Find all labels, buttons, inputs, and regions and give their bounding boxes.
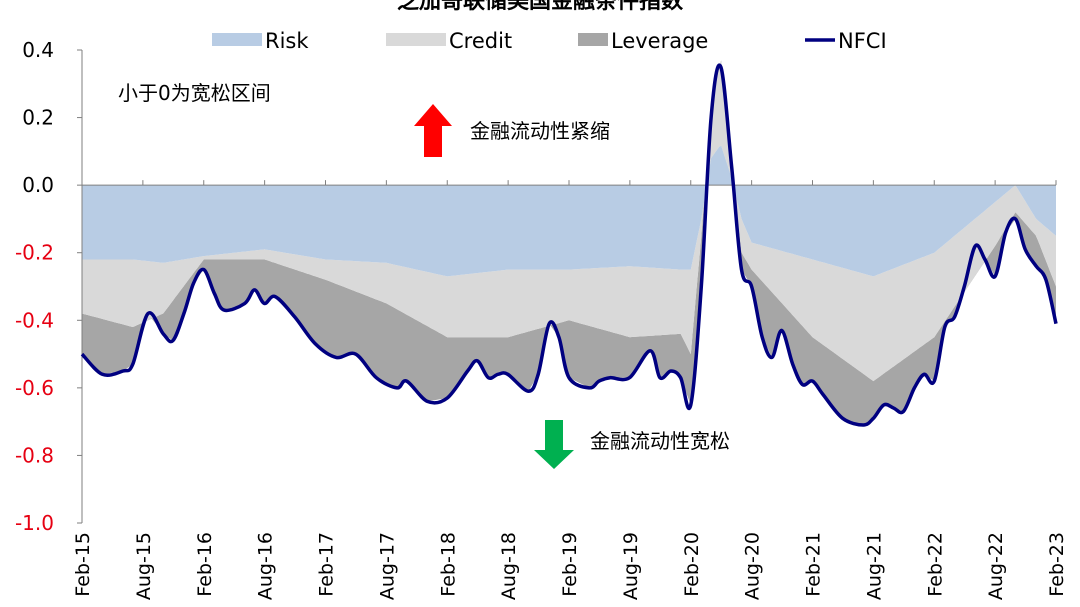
legend-swatch — [386, 33, 446, 46]
tightening-arrow-icon — [414, 104, 452, 157]
leverage-area — [82, 60, 1056, 425]
legend-item-leverage: Leverage — [578, 29, 708, 53]
x-tick-label: Aug-22 — [985, 532, 1007, 600]
legend: Risk Credit Leverage NFCI — [212, 29, 887, 53]
tightening-label: 金融流动性紧缩 — [470, 119, 610, 143]
legend-label: NFCI — [838, 29, 887, 53]
x-tick-label: Feb-22 — [924, 532, 946, 597]
x-tick-label: Feb-15 — [72, 532, 94, 597]
nfci-line — [80, 63, 1058, 427]
legend-label: Credit — [449, 29, 512, 53]
x-tick-label: Feb-19 — [559, 532, 581, 597]
x-tick-label: Aug-15 — [133, 532, 155, 600]
x-tick-label: Feb-18 — [437, 532, 459, 597]
y-tick-label: -0.2 — [15, 241, 54, 265]
x-tick-label: Aug-18 — [498, 532, 520, 600]
area-layers — [82, 60, 1056, 425]
axes: 0.4 0.2 0.0 -0.2 -0.4 -0.6 -0.8 -1.0 Feb-15 Aug-1… — [15, 38, 1068, 600]
y-tick-label: -0.6 — [15, 376, 54, 400]
legend-item-nfci: NFCI — [805, 29, 887, 53]
x-tick-label: Aug-20 — [742, 532, 764, 600]
y-tick-label: -1.0 — [15, 511, 54, 535]
chart-title: 芝加哥联储美国金融条件指数 — [397, 0, 684, 14]
loose-zone-note: 小于0为宽松区间 — [118, 81, 271, 105]
y-tick-label: -0.8 — [15, 443, 54, 467]
x-tick-label: Feb-23 — [1046, 532, 1068, 597]
easing-label: 金融流动性宽松 — [590, 429, 730, 453]
x-tick-label: Feb-20 — [681, 532, 703, 597]
x-tick-label: Feb-17 — [316, 532, 338, 597]
x-tick-label: Aug-19 — [620, 532, 642, 600]
easing-arrow-icon — [534, 420, 574, 469]
x-tick-label: Aug-21 — [863, 532, 885, 600]
legend-label: Leverage — [611, 29, 708, 53]
legend-item-credit: Credit — [386, 29, 512, 53]
credit-area — [82, 60, 1056, 382]
y-tick-label: -0.4 — [15, 308, 54, 332]
legend-item-risk: Risk — [212, 29, 309, 53]
line-layers — [80, 63, 1058, 427]
x-tick-label: Aug-17 — [376, 532, 398, 600]
x-tick-label: Feb-16 — [194, 532, 216, 597]
legend-swatch — [578, 33, 608, 46]
legend-label: Risk — [265, 29, 309, 53]
y-tick-label: 0.0 — [22, 173, 54, 197]
x-tick-label: Feb-21 — [803, 532, 825, 597]
y-tick-label: 0.4 — [22, 38, 54, 62]
x-tick-label: Aug-16 — [255, 532, 277, 600]
risk-area — [82, 145, 1056, 277]
legend-swatch — [212, 33, 262, 46]
y-tick-label: 0.2 — [22, 106, 54, 130]
